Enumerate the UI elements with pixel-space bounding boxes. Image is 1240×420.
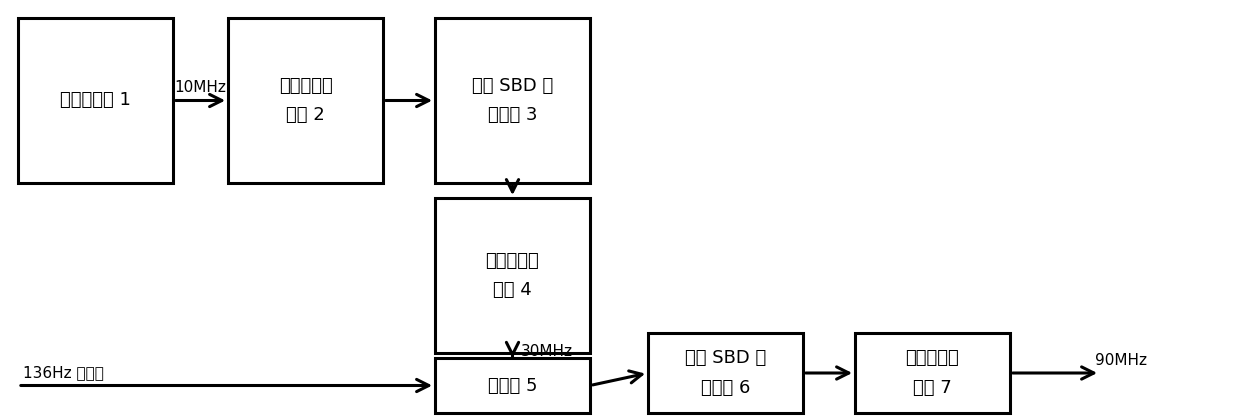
Text: 低相噪晶振 1: 低相噪晶振 1 — [60, 92, 131, 110]
Text: 一级 SBD 三
倍频器 3: 一级 SBD 三 倍频器 3 — [472, 77, 553, 124]
Bar — [435, 358, 590, 413]
Bar — [649, 333, 804, 413]
Bar — [228, 18, 383, 183]
Text: 调制器 5: 调制器 5 — [487, 376, 537, 394]
Text: 136Hz 三角波: 136Hz 三角波 — [24, 365, 104, 381]
Text: 二级信号放
大器 4: 二级信号放 大器 4 — [486, 252, 539, 299]
Bar — [856, 333, 1011, 413]
Text: 90MHz: 90MHz — [1095, 353, 1147, 368]
Text: 三级信号放
大器 7: 三级信号放 大器 7 — [905, 349, 960, 396]
Text: 一级信号放
大器 2: 一级信号放 大器 2 — [279, 77, 332, 124]
Bar — [19, 18, 174, 183]
Bar — [435, 198, 590, 353]
Text: 10MHz: 10MHz — [175, 81, 227, 95]
Bar — [435, 18, 590, 183]
Text: 二级 SBD 三
倍频器 6: 二级 SBD 三 倍频器 6 — [684, 349, 766, 396]
Text: 30MHz: 30MHz — [521, 344, 573, 359]
